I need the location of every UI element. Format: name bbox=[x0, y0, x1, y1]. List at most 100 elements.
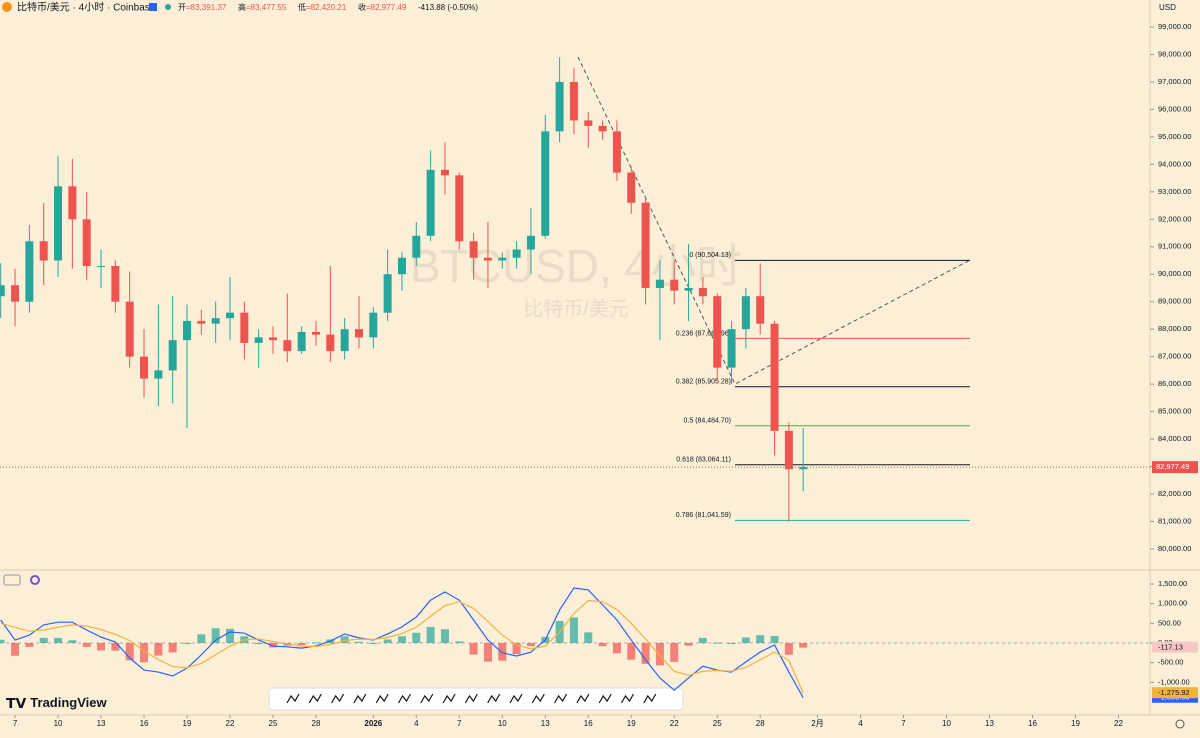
fib-label: 0.236 (87,662.96) bbox=[676, 330, 731, 337]
tool-icon bbox=[375, 693, 389, 704]
x-tick-label: 10 bbox=[498, 719, 507, 728]
symbol: 比特币/美元 · 4小时 · Coinbase bbox=[17, 1, 156, 14]
candle-body bbox=[684, 287, 693, 291]
y-tick-label: 95,000.00 bbox=[1158, 132, 1191, 141]
ohlc-label: 低 bbox=[298, 2, 306, 12]
watermark: BTCUSD, 4小时 比特币/美元 bbox=[410, 240, 742, 320]
y-tick-label: 92,000.00 bbox=[1158, 214, 1191, 223]
x-tick-label: 13 bbox=[985, 719, 994, 728]
x-tick-label: 19 bbox=[183, 719, 192, 728]
fib-label: 0.5 (84,484.70) bbox=[684, 418, 731, 425]
y-tick-label: 80,000.00 bbox=[1158, 544, 1191, 553]
y-tick-label: 96,000.00 bbox=[1158, 104, 1191, 113]
histogram-bar bbox=[340, 636, 349, 643]
candle-body bbox=[526, 235, 535, 250]
candle-body bbox=[354, 329, 363, 338]
y-tick-label: 99,000.00 bbox=[1158, 22, 1191, 31]
y-tick-label: 84,000.00 bbox=[1158, 434, 1191, 443]
y-tick-label: 93,000.00 bbox=[1158, 187, 1191, 196]
y-tick-label: 87,000.00 bbox=[1158, 352, 1191, 361]
histogram-bar bbox=[741, 637, 750, 643]
watermark-symbol: BTCUSD, 4小时 bbox=[410, 240, 742, 292]
candle-body bbox=[111, 265, 120, 302]
pane-toggle[interactable] bbox=[3, 574, 21, 586]
histogram-bar bbox=[25, 642, 34, 647]
candle-body bbox=[741, 296, 750, 330]
histogram-bar bbox=[254, 642, 263, 644]
histogram-bar bbox=[756, 635, 765, 643]
x-tick-label: 4 bbox=[858, 719, 863, 728]
candle-body bbox=[0, 285, 5, 297]
candle-body bbox=[698, 287, 707, 297]
candle-body bbox=[512, 249, 521, 258]
x-tick-label: 19 bbox=[627, 719, 636, 728]
histogram-bar bbox=[68, 640, 77, 643]
brand: 𝗧𝗩 TradingView bbox=[6, 695, 108, 711]
histogram-bar bbox=[226, 628, 234, 643]
histogram-bar bbox=[397, 636, 406, 643]
x-tick-label: 4 bbox=[414, 719, 419, 728]
status-dot bbox=[165, 4, 171, 10]
histogram-bar bbox=[584, 632, 593, 643]
tool-icon bbox=[620, 693, 635, 704]
x-tick-label: 13 bbox=[541, 719, 550, 728]
histogram-bar bbox=[770, 635, 779, 643]
candle-body bbox=[440, 169, 449, 176]
candle-body bbox=[211, 318, 220, 324]
candle-body bbox=[226, 312, 234, 319]
histogram-bar bbox=[125, 642, 134, 661]
x-tick-label: 16 bbox=[1028, 719, 1037, 728]
drawing-toolbar bbox=[268, 687, 684, 711]
tool-icon bbox=[420, 693, 434, 704]
histogram-bar bbox=[211, 628, 220, 643]
x-tick-label: 10 bbox=[54, 719, 63, 728]
y2-tick-label: 1,500.00 bbox=[1158, 579, 1187, 588]
tool-icon bbox=[643, 693, 657, 704]
ohlc-value: =82,977.49 bbox=[366, 3, 407, 12]
y-tick-label: 89,000.00 bbox=[1158, 297, 1191, 306]
histogram-bar bbox=[154, 642, 163, 656]
histogram-bar bbox=[140, 642, 149, 663]
x-tick-label: 13 bbox=[97, 719, 106, 728]
candle-body bbox=[598, 125, 607, 132]
histogram-bar bbox=[111, 642, 120, 651]
ohlc-item: 低=82,420.21 bbox=[298, 2, 347, 12]
x-tick-label: 22 bbox=[1114, 719, 1123, 728]
x-tick-label: 16 bbox=[584, 719, 593, 728]
settings-icon[interactable] bbox=[1175, 719, 1185, 729]
histogram-bar bbox=[670, 642, 679, 662]
indicator-icon[interactable] bbox=[30, 575, 40, 585]
ohlc-label: 收 bbox=[358, 2, 366, 12]
ohlc-item: 高=83,477.55 bbox=[238, 2, 287, 12]
flag-icon bbox=[149, 3, 157, 11]
watermark-name: 比特币/美元 bbox=[523, 297, 629, 320]
candle-body bbox=[584, 120, 593, 126]
y2-tick-label: 500.00 bbox=[1158, 618, 1181, 627]
histogram-bar bbox=[412, 632, 421, 643]
ohlc-value: =83,391.37 bbox=[186, 3, 227, 12]
fib-label: 0 (90,504.13) bbox=[689, 252, 731, 259]
x-tick-label: 22 bbox=[670, 719, 679, 728]
x-tick-label: 7 bbox=[901, 719, 906, 728]
y-tick-label: 97,000.00 bbox=[1158, 77, 1191, 86]
y-tick-label: 81,000.00 bbox=[1158, 516, 1191, 525]
btc-icon bbox=[2, 2, 12, 12]
last-price-tag bbox=[1152, 461, 1198, 474]
candle-body bbox=[97, 265, 106, 267]
y-tick-label: 85,000.00 bbox=[1158, 407, 1191, 416]
candle-body bbox=[297, 331, 306, 352]
candle-body bbox=[369, 312, 378, 338]
y2-tick-label: 1,000.00 bbox=[1158, 599, 1187, 608]
candle-body bbox=[426, 169, 435, 236]
histogram-bar bbox=[498, 642, 507, 661]
ohlc-item: 收=82,977.49 bbox=[358, 2, 407, 12]
candle-body bbox=[140, 356, 149, 379]
value-tag bbox=[1152, 687, 1198, 699]
y2-tick-label: -1,000.00 bbox=[1158, 677, 1190, 686]
histogram-bar bbox=[183, 642, 192, 644]
tool-icon bbox=[442, 693, 456, 704]
histogram-bar bbox=[641, 642, 650, 664]
candle-body bbox=[268, 337, 277, 341]
value-tag-label: -1,275.92 bbox=[1158, 688, 1190, 697]
candle-body bbox=[641, 202, 650, 288]
